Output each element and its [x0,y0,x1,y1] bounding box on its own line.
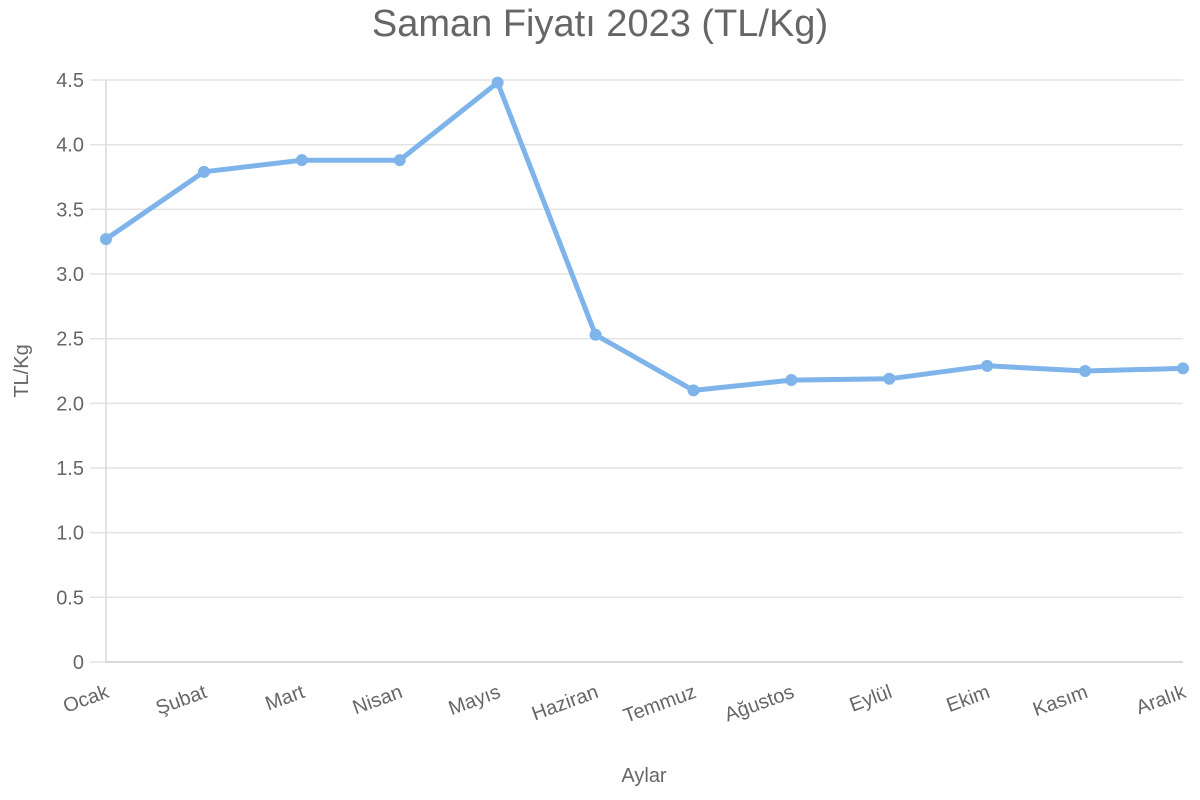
x-tick-label: Şubat [153,681,210,720]
data-point[interactable] [687,384,700,397]
x-tick-label: Mayıs [446,681,504,720]
data-point[interactable] [1177,362,1189,375]
y-tick-label: 2.5 [56,329,84,351]
x-tick-label: Aralık [1133,681,1190,720]
y-tick-label: 0.5 [56,587,84,609]
data-point[interactable] [393,154,406,167]
x-tick-label: Ocak [60,681,112,718]
y-tick-label: 3.5 [56,199,84,221]
data-point[interactable] [785,374,798,387]
y-tick-label: 0 [73,652,84,674]
data-point[interactable] [589,328,602,341]
y-tick-label: 1.5 [56,458,84,480]
x-tick-label: Ekim [944,681,993,717]
x-axis-ticks: Ocak Şubat Mart Nisan Mayıs Haziran Temmuz Ağus… [60,681,1189,728]
x-tick-label: Haziran [529,681,601,725]
x-tick-label: Kasım [1030,681,1091,721]
data-point[interactable] [100,233,112,246]
y-tick-label: 4.5 [56,70,84,92]
data-points [100,76,1189,397]
y-axis-ticks: 0 0.5 1.0 1.5 2.0 2.5 3.0 3.5 4.0 4.5 [56,70,84,674]
y-tick-label: 2.0 [56,393,84,415]
y-tick-label: 3.0 [56,264,84,286]
x-tick-label: Ağustos [722,681,797,726]
data-point[interactable] [197,165,210,178]
chart-title: Saman Fiyatı 2023 (TL/Kg) [372,3,828,45]
x-axis-label: Aylar [621,765,667,787]
y-tick-label: 1.0 [56,523,84,545]
data-point[interactable] [295,154,308,167]
y-axis-label: TL/Kg [11,344,33,397]
data-point[interactable] [491,76,504,89]
y-tick-label: 4.0 [56,135,84,157]
x-tick-label: Nisan [350,681,406,719]
x-tick-label: Temmuz [621,681,700,728]
data-point[interactable] [1079,365,1092,377]
x-tick-label: Mart [262,681,308,716]
series-line [103,80,1186,393]
x-tick-label: Eylül [847,681,895,717]
data-point[interactable] [981,359,994,372]
gridlines [90,79,1183,663]
data-point[interactable] [883,372,896,385]
